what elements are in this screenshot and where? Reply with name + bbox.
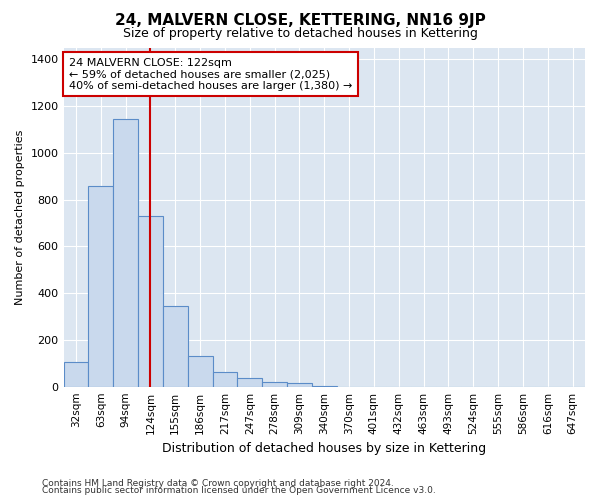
Bar xyxy=(163,306,188,386)
Text: 24 MALVERN CLOSE: 122sqm
← 59% of detached houses are smaller (2,025)
40% of sem: 24 MALVERN CLOSE: 122sqm ← 59% of detach… xyxy=(69,58,352,91)
Text: Contains HM Land Registry data © Crown copyright and database right 2024.: Contains HM Land Registry data © Crown c… xyxy=(42,478,394,488)
Bar xyxy=(188,356,212,386)
Bar xyxy=(88,186,113,386)
Bar xyxy=(138,216,163,386)
Bar xyxy=(262,382,287,386)
X-axis label: Distribution of detached houses by size in Kettering: Distribution of detached houses by size … xyxy=(162,442,487,455)
Bar xyxy=(212,372,238,386)
Bar xyxy=(113,119,138,386)
Text: 24, MALVERN CLOSE, KETTERING, NN16 9JP: 24, MALVERN CLOSE, KETTERING, NN16 9JP xyxy=(115,12,485,28)
Bar xyxy=(64,362,88,386)
Text: Size of property relative to detached houses in Kettering: Size of property relative to detached ho… xyxy=(122,28,478,40)
Text: Contains public sector information licensed under the Open Government Licence v3: Contains public sector information licen… xyxy=(42,486,436,495)
Bar xyxy=(238,378,262,386)
Y-axis label: Number of detached properties: Number of detached properties xyxy=(15,130,25,305)
Bar xyxy=(287,383,312,386)
